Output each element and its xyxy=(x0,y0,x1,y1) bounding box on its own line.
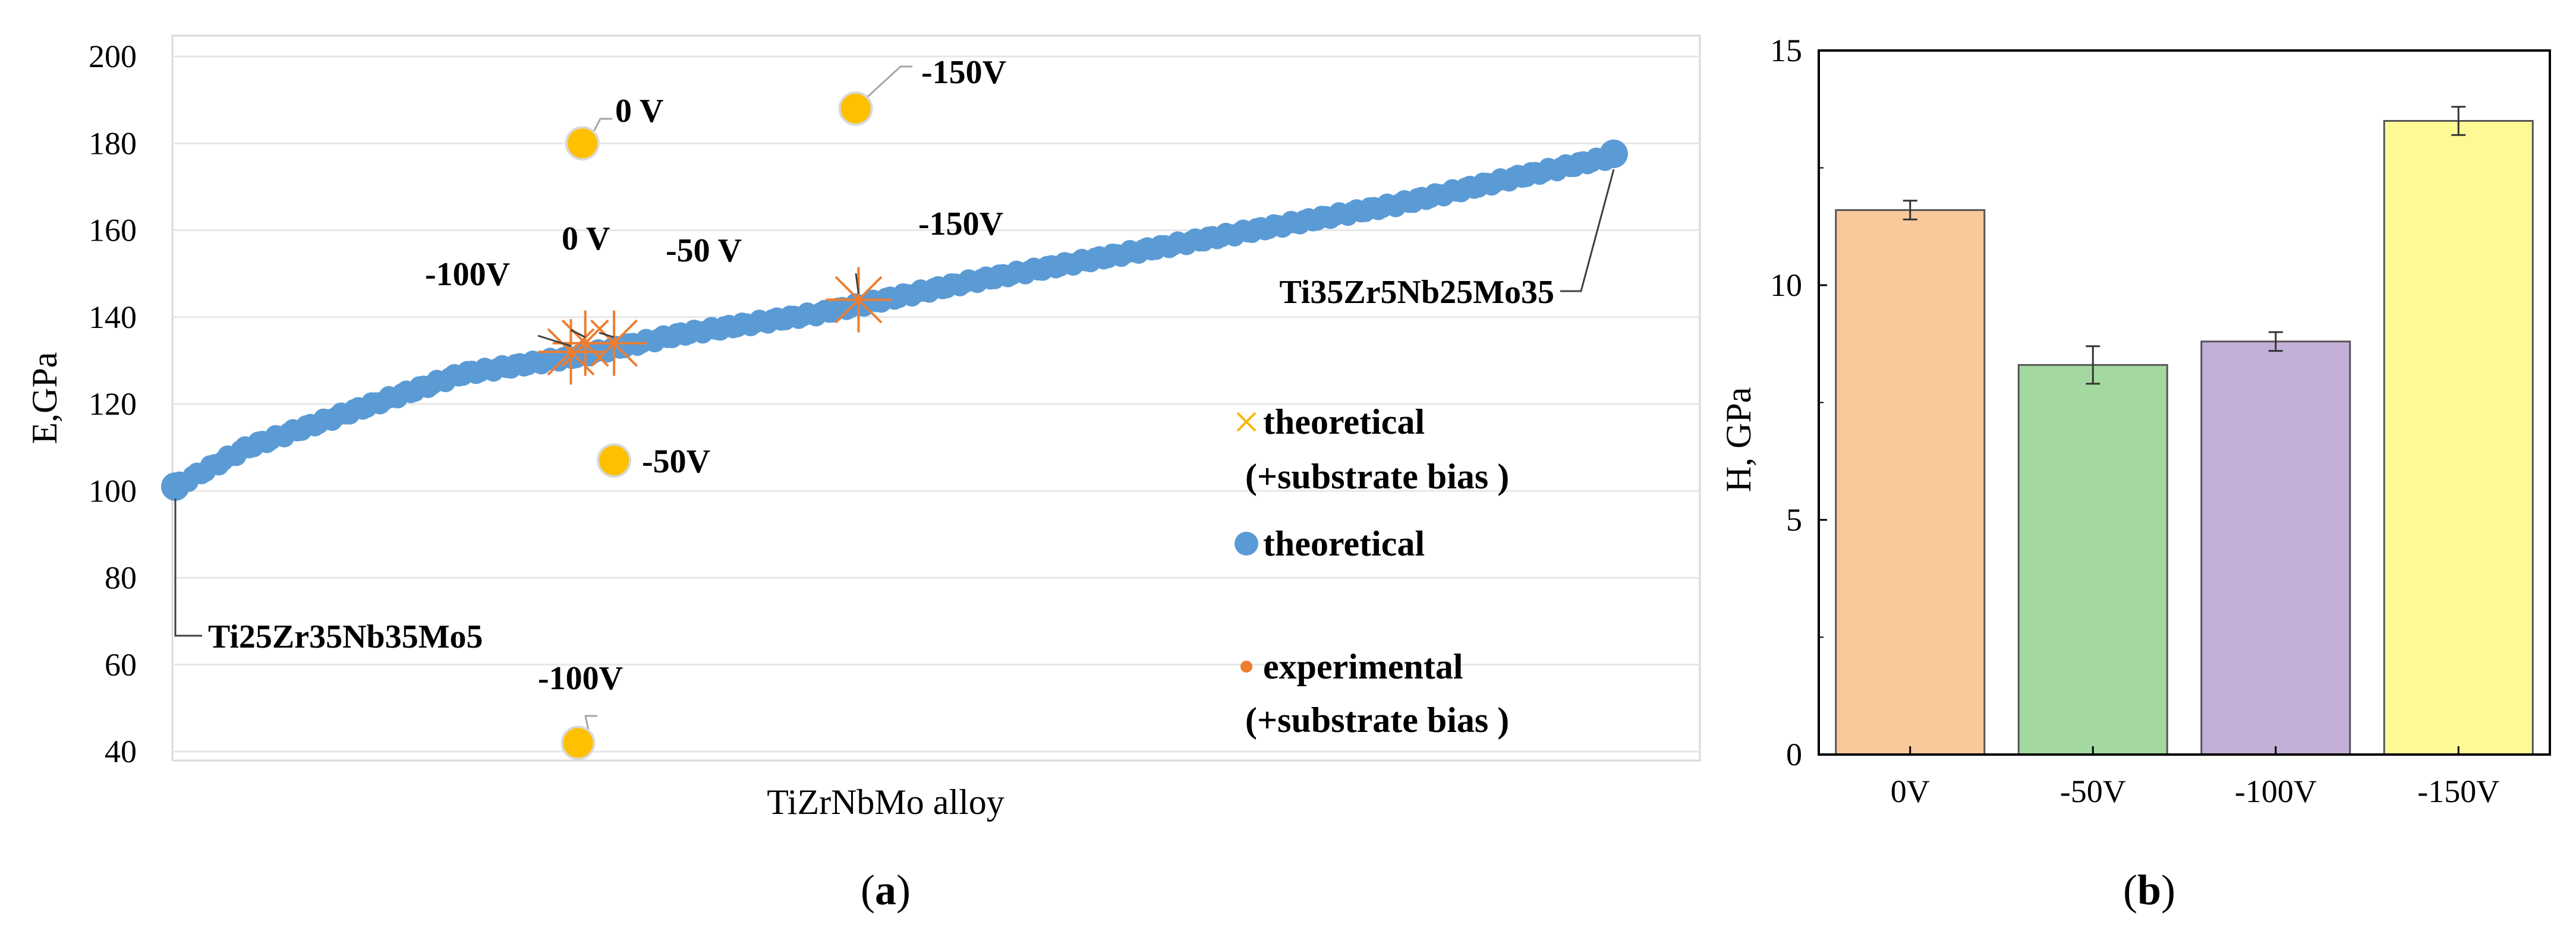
x-axis-label-a: TiZrNbMo alloy xyxy=(767,782,1004,822)
y-tick-label-a: 180 xyxy=(89,125,137,161)
annotation-theoretical-bias: -100V xyxy=(425,256,510,293)
caption-paren: ) xyxy=(2161,866,2175,914)
caption-paren: ( xyxy=(2123,866,2137,914)
caption-paren: ) xyxy=(896,866,911,914)
end-labels: Ti25Zr35Nb35Mo5 Ti35Zr5Nb25Mo35 xyxy=(174,169,1615,655)
bars-b xyxy=(1835,106,2534,756)
leader-line-start xyxy=(174,498,202,637)
legend-label: (+substrate bias ) xyxy=(1245,457,1509,496)
y-tick-label-b: 15 xyxy=(1770,33,1802,68)
y-tick-label-a: 80 xyxy=(105,560,137,596)
panel-a-chart: 40 60 80 100 120 140 160 180 200 Ti25Zr35Nb35Mo5… xyxy=(25,34,1701,914)
plot-area-a xyxy=(171,34,1701,762)
label-start-alloy: Ti25Zr35Nb35Mo5 xyxy=(208,618,483,655)
legend-label: (+substrate bias ) xyxy=(1245,700,1509,740)
y-axis-label-b: H, GPa xyxy=(1719,387,1758,493)
annotation-leader xyxy=(599,332,615,339)
bar xyxy=(2017,364,2168,756)
bar xyxy=(2383,120,2534,756)
panel-b-chart: 0 5 10 15 0V -50V -100V -150V H, GPa (b) xyxy=(1719,33,2551,914)
legend-label: experimental xyxy=(1263,647,1463,686)
legend-entry-theoretical: theoretical xyxy=(1235,524,1425,563)
star-stroke xyxy=(590,319,638,367)
experimental-bias-series: 0 V -150V -50V -100V xyxy=(538,54,1006,760)
annotation-experimental-bias: -100V xyxy=(538,660,623,697)
theoretical-bias-point xyxy=(581,310,647,376)
caption-letter: a xyxy=(875,866,896,914)
experimental-bias-point xyxy=(565,126,600,161)
label-end-alloy: Ti35Zr5Nb25Mo35 xyxy=(1279,274,1554,311)
experimental-bias-point xyxy=(597,443,632,478)
star-stroke xyxy=(834,276,883,324)
leader-line-end xyxy=(1560,169,1615,292)
y-tick-label-a: 200 xyxy=(89,39,137,74)
annotation-experimental-bias: -50V xyxy=(642,443,710,480)
x-tick-label-b: 0V xyxy=(1891,774,1930,809)
caption-a: (a) xyxy=(861,866,911,914)
experimental-bias-point xyxy=(560,725,596,760)
annotation-leader xyxy=(570,329,586,338)
legend-entry-experimental: experimental (+substrate bias ) xyxy=(1240,647,1509,740)
y-axis-label-a: E,GPa xyxy=(25,352,64,444)
legend-x-icon xyxy=(1236,412,1256,432)
y-tick-label-a: 140 xyxy=(89,299,137,335)
caption-b: (b) xyxy=(2123,866,2175,914)
legend-label: theoretical xyxy=(1263,524,1425,563)
theoretical-series xyxy=(161,139,1628,501)
annotation-theoretical-bias: 0 V xyxy=(562,220,610,257)
y-tick-label-a: 100 xyxy=(89,473,137,509)
y-tick-label-b: 5 xyxy=(1786,502,1802,538)
annotation-theoretical-bias: -50 V xyxy=(666,232,742,269)
caption-letter: b xyxy=(2137,866,2161,914)
axes-b: 0 5 10 15 0V -50V -100V -150V xyxy=(1770,33,2551,809)
annotation-experimental-bias: -150V xyxy=(921,54,1006,91)
y-tick-label-a: 60 xyxy=(105,647,137,683)
x-tick-label-b: -100V xyxy=(2235,774,2317,809)
annotation-leader xyxy=(865,65,912,99)
x-tick-label-b: -50V xyxy=(2060,774,2126,809)
y-tick-label-b: 10 xyxy=(1770,267,1802,303)
annotation-leader xyxy=(855,273,859,294)
experimental-bias-point xyxy=(838,91,873,126)
y-tick-label-a: 40 xyxy=(105,734,137,769)
y-tick-label-a: 120 xyxy=(89,386,137,422)
annotation-theoretical-bias: -150V xyxy=(918,206,1003,242)
bar xyxy=(2200,340,2351,756)
annotation-leader xyxy=(584,715,597,733)
bar xyxy=(1835,209,1986,756)
annotation-leader xyxy=(537,334,571,347)
theoretical-point xyxy=(1599,139,1628,168)
y-ticks-a: 40 60 80 100 120 140 160 180 200 xyxy=(89,39,137,769)
y-tick-label-b: 0 xyxy=(1786,737,1802,772)
legend-dot-icon xyxy=(1240,661,1252,673)
y-tick-label-a: 160 xyxy=(89,213,137,248)
grid-a xyxy=(172,55,1700,753)
caption-paren: ( xyxy=(861,866,875,914)
theoretical-bias-point xyxy=(826,267,892,333)
annotation-leader xyxy=(592,118,612,133)
x-tick-label-b: -150V xyxy=(2417,774,2499,809)
legend-label: theoretical xyxy=(1263,402,1425,441)
legend-entry-theoretical-bias: theoretical (+substrate bias ) xyxy=(1236,402,1509,496)
theoretical-bias-series: -100V 0 V -50 V -150V xyxy=(425,206,1003,385)
annotation-experimental-bias: 0 V xyxy=(615,93,663,130)
legend-a: theoretical(+substrate bias )theoretical… xyxy=(1235,402,1509,740)
legend-circle-icon xyxy=(1235,532,1258,556)
